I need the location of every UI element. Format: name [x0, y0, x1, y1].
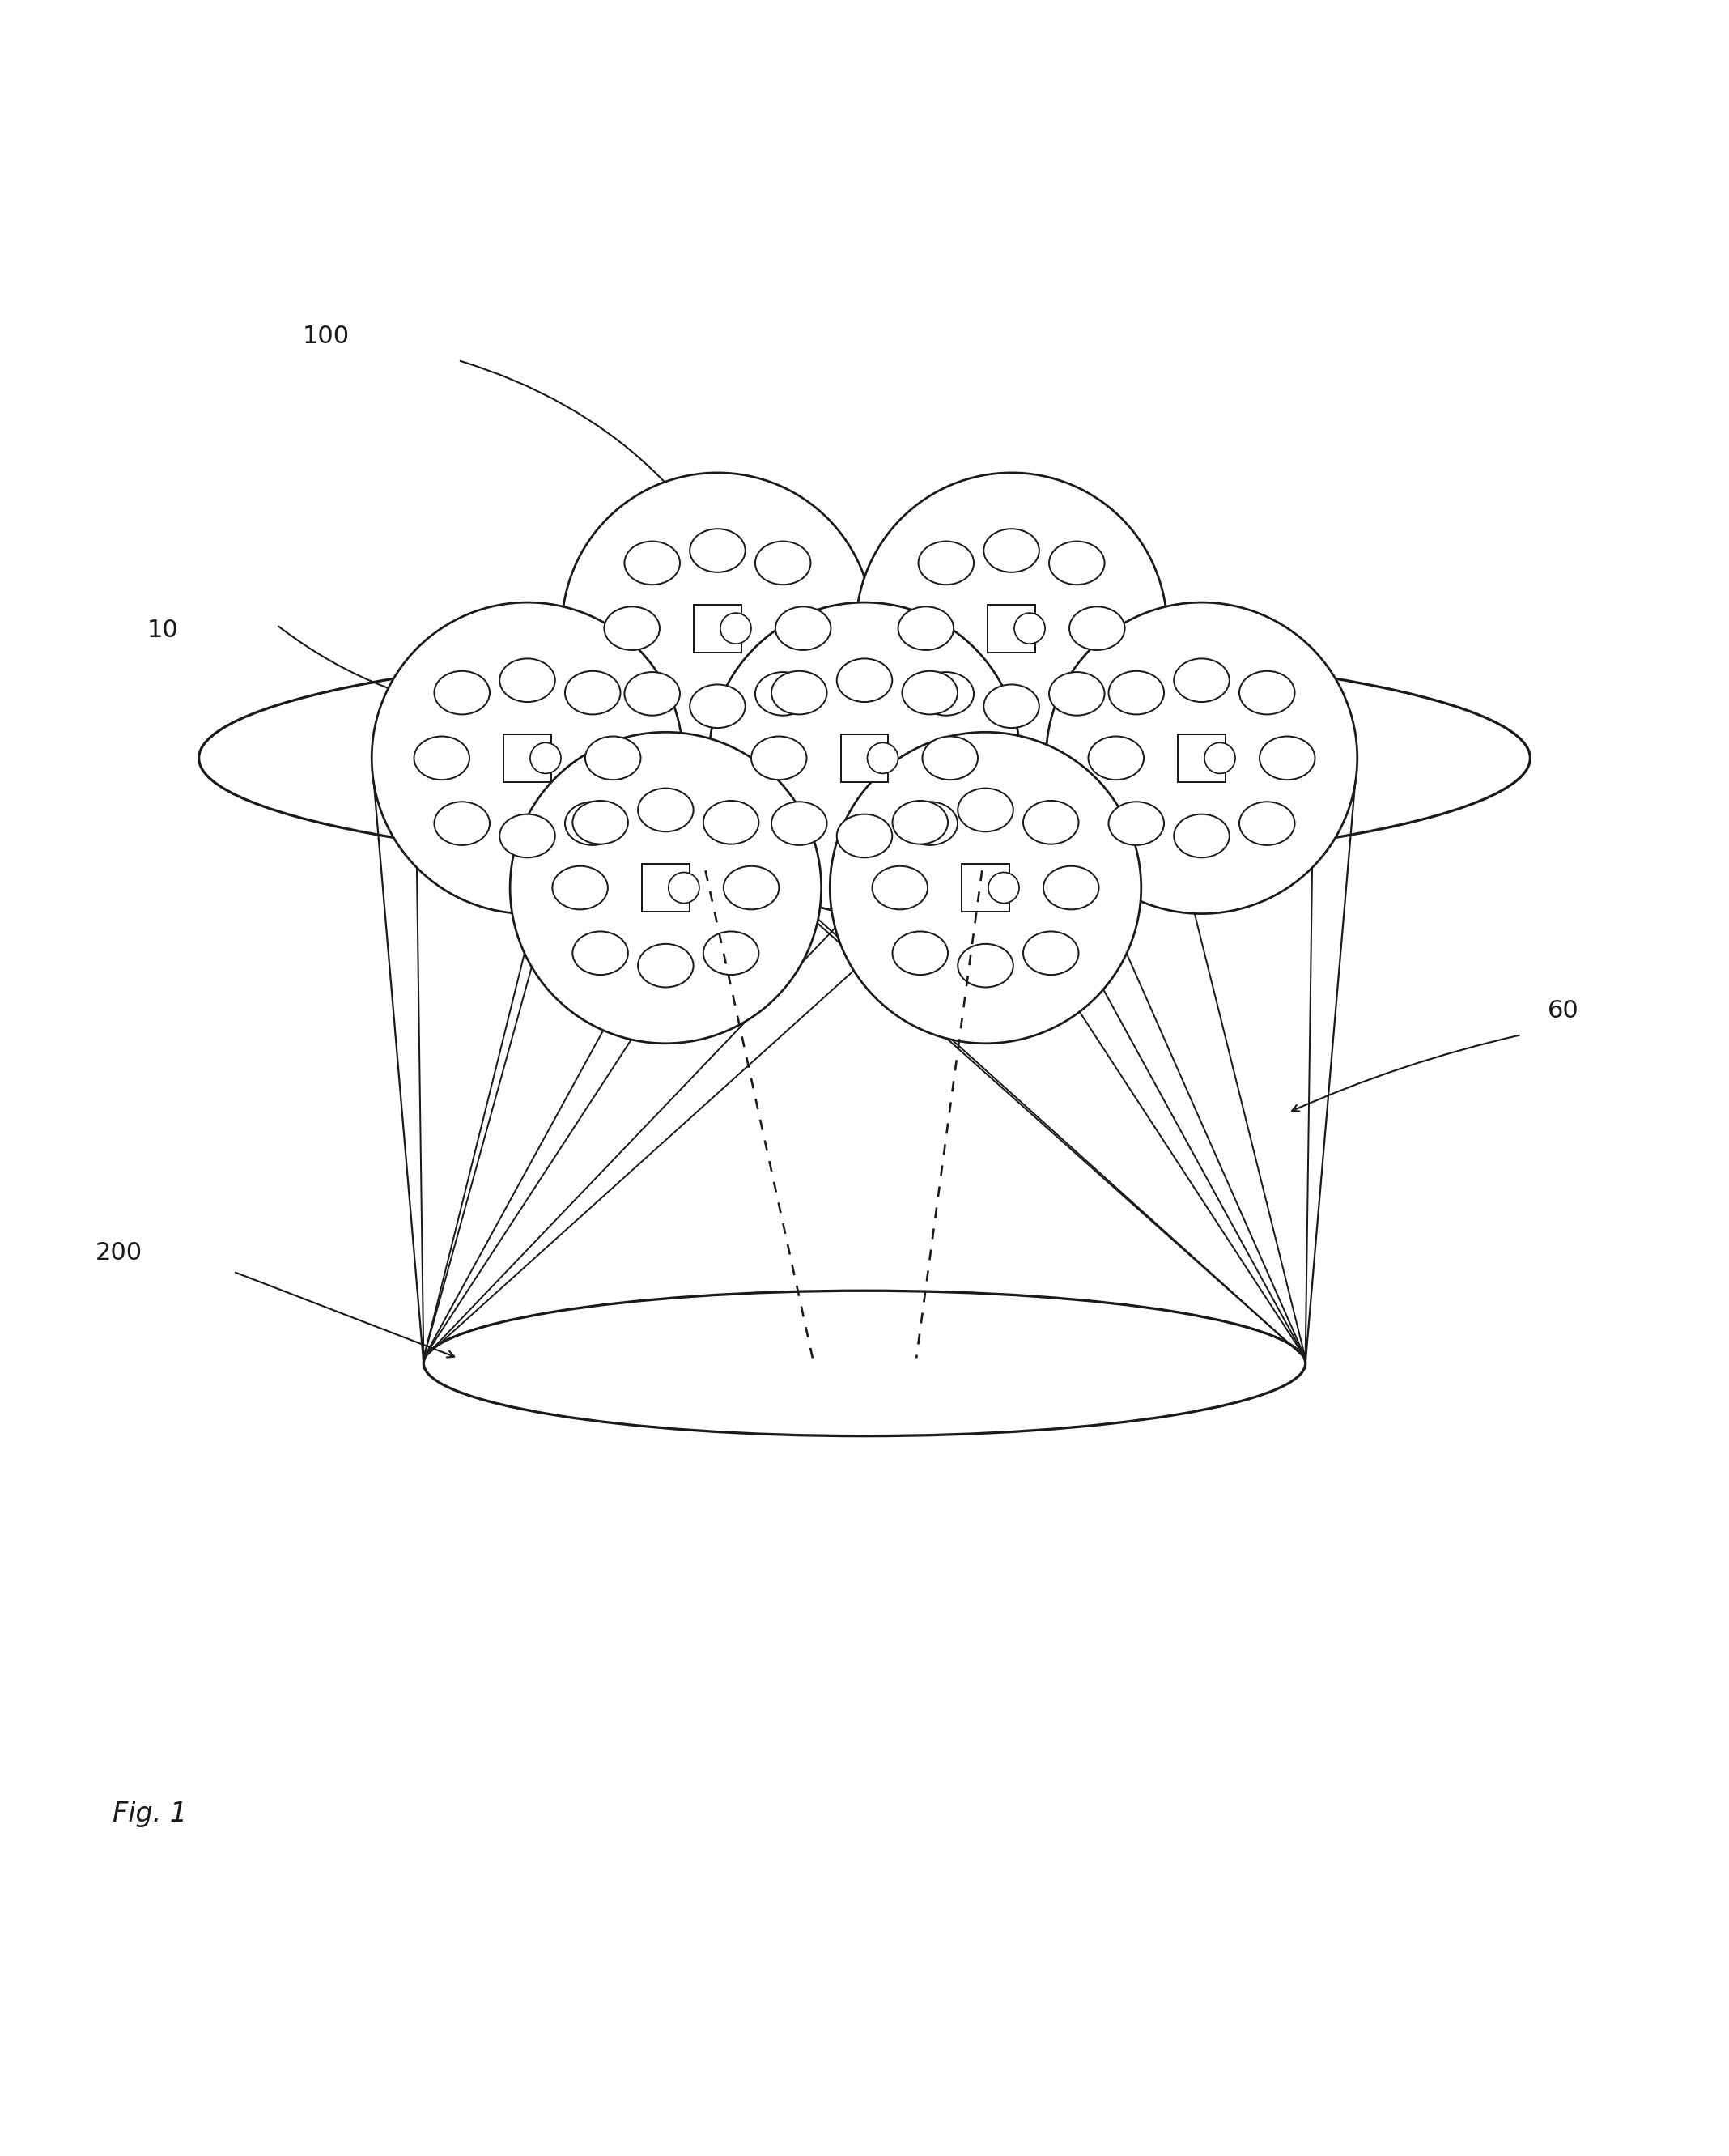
- Ellipse shape: [1174, 815, 1229, 858]
- Ellipse shape: [750, 737, 807, 780]
- Ellipse shape: [1069, 606, 1126, 651]
- Circle shape: [1046, 602, 1357, 914]
- Bar: [641, 865, 690, 912]
- Ellipse shape: [1259, 737, 1316, 780]
- Circle shape: [1205, 742, 1235, 774]
- Ellipse shape: [837, 658, 892, 703]
- Ellipse shape: [638, 789, 693, 832]
- Ellipse shape: [572, 800, 628, 845]
- Ellipse shape: [771, 671, 826, 714]
- Ellipse shape: [958, 789, 1013, 832]
- Ellipse shape: [584, 737, 641, 780]
- Ellipse shape: [756, 673, 811, 716]
- Circle shape: [669, 873, 699, 903]
- Ellipse shape: [434, 671, 489, 714]
- Ellipse shape: [1050, 541, 1105, 584]
- Text: 200: 200: [95, 1242, 142, 1263]
- Ellipse shape: [897, 606, 954, 651]
- Ellipse shape: [1088, 737, 1145, 780]
- Circle shape: [709, 602, 1020, 914]
- Ellipse shape: [984, 528, 1039, 571]
- Ellipse shape: [704, 800, 759, 845]
- Ellipse shape: [1043, 867, 1100, 910]
- Bar: [503, 735, 552, 783]
- Ellipse shape: [572, 931, 628, 975]
- Circle shape: [830, 733, 1141, 1044]
- Text: 100: 100: [303, 323, 349, 347]
- Circle shape: [868, 742, 897, 774]
- Ellipse shape: [624, 541, 679, 584]
- Ellipse shape: [984, 683, 1039, 729]
- Bar: [693, 604, 742, 651]
- Ellipse shape: [690, 683, 745, 729]
- Ellipse shape: [638, 944, 693, 987]
- Ellipse shape: [892, 931, 947, 975]
- Bar: [961, 865, 1010, 912]
- Text: 60: 60: [1547, 998, 1579, 1022]
- Ellipse shape: [892, 800, 947, 845]
- Ellipse shape: [922, 737, 979, 780]
- Circle shape: [562, 472, 873, 785]
- Ellipse shape: [1108, 671, 1164, 714]
- Ellipse shape: [624, 673, 679, 716]
- Ellipse shape: [1050, 673, 1105, 716]
- Ellipse shape: [434, 802, 489, 845]
- Ellipse shape: [413, 737, 470, 780]
- Ellipse shape: [1240, 671, 1295, 714]
- Ellipse shape: [690, 528, 745, 571]
- Text: 10: 10: [147, 619, 178, 642]
- Circle shape: [372, 602, 683, 914]
- Circle shape: [510, 733, 821, 1044]
- Text: Fig. 1: Fig. 1: [112, 1800, 187, 1828]
- Circle shape: [531, 742, 560, 774]
- Ellipse shape: [500, 815, 555, 858]
- Ellipse shape: [771, 802, 826, 845]
- Bar: [987, 604, 1036, 651]
- Ellipse shape: [918, 673, 973, 716]
- Ellipse shape: [1240, 802, 1295, 845]
- Ellipse shape: [723, 867, 780, 910]
- Ellipse shape: [958, 944, 1013, 987]
- Ellipse shape: [565, 671, 621, 714]
- Ellipse shape: [1174, 658, 1229, 703]
- Circle shape: [989, 873, 1018, 903]
- Ellipse shape: [756, 541, 811, 584]
- Circle shape: [721, 612, 750, 645]
- Ellipse shape: [603, 606, 660, 651]
- Ellipse shape: [500, 658, 555, 703]
- Ellipse shape: [775, 606, 832, 651]
- Ellipse shape: [1024, 931, 1079, 975]
- Bar: [1177, 735, 1226, 783]
- Ellipse shape: [1108, 802, 1164, 845]
- Ellipse shape: [552, 867, 609, 910]
- Circle shape: [856, 472, 1167, 785]
- Ellipse shape: [704, 931, 759, 975]
- Ellipse shape: [871, 867, 928, 910]
- Ellipse shape: [837, 815, 892, 858]
- Ellipse shape: [903, 671, 958, 714]
- Circle shape: [1015, 612, 1044, 645]
- Ellipse shape: [903, 802, 958, 845]
- Ellipse shape: [565, 802, 621, 845]
- Ellipse shape: [918, 541, 973, 584]
- Bar: [840, 735, 889, 783]
- Ellipse shape: [1024, 800, 1079, 845]
